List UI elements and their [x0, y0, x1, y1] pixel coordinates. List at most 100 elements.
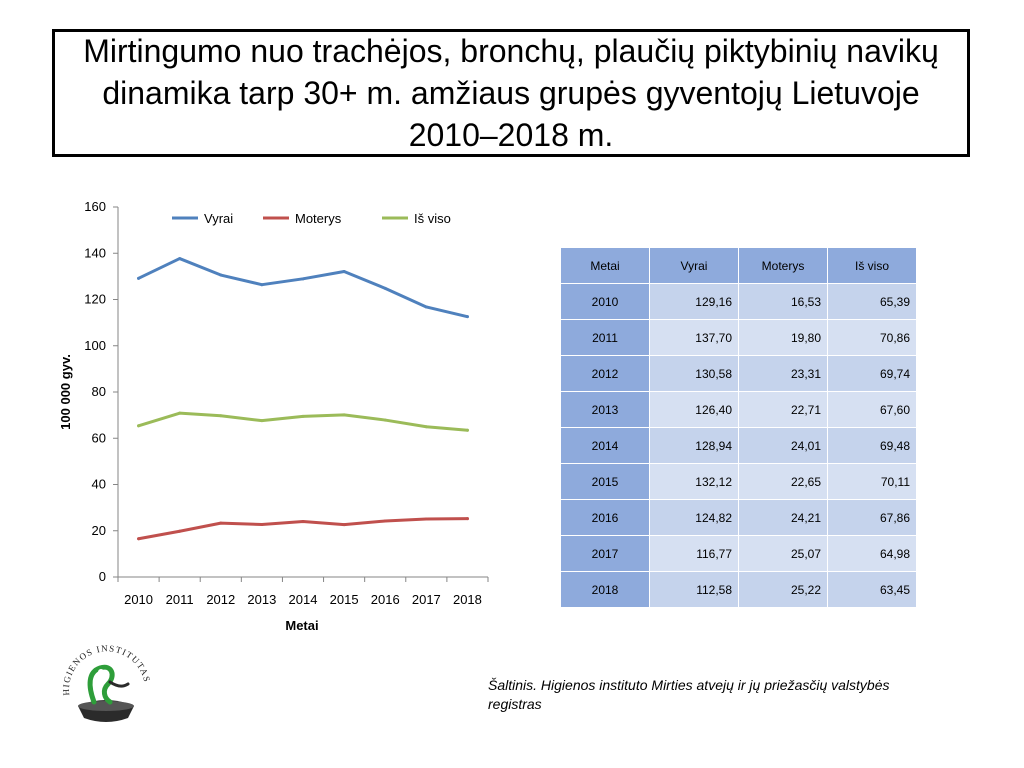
data-point: [260, 419, 264, 423]
legend-label: Moterys: [295, 211, 342, 226]
table-value-cell: 19,80: [738, 319, 828, 356]
series-group: [137, 257, 469, 541]
table-year-cell: 2017: [560, 535, 650, 572]
table-row: 2010 129,16 16,53 65,39: [560, 283, 917, 320]
x-tick-label: 2010: [124, 592, 153, 607]
table-row: 2012 130,58 23,31 69,74: [560, 355, 917, 392]
table-year-cell: 2014: [560, 427, 650, 464]
data-point: [219, 521, 223, 525]
table-row: 2018 112,58 25,22 63,45: [560, 571, 917, 608]
table-value-cell: 24,01: [738, 427, 828, 464]
table-value-cell: 112,58: [649, 571, 739, 608]
page-title: Mirtingumo nuo trachėjos, bronchų, plauč…: [83, 33, 939, 153]
data-point: [137, 537, 141, 541]
table-value-cell: 24,21: [738, 499, 828, 536]
table-value-cell: 67,60: [827, 391, 917, 428]
data-point: [424, 305, 428, 309]
table-value-cell: 132,12: [649, 463, 739, 500]
data-point: [342, 413, 346, 417]
table-body: 2010 129,16 16,53 65,39 2011 137,70 19,80 70,86…: [560, 283, 917, 608]
data-table-wrap: Metai Vyrai Moterys Iš viso 2010 129,16 16…: [560, 247, 917, 608]
data-point: [424, 517, 428, 521]
table-row: 2015 132,12 22,65 70,11: [560, 463, 917, 500]
table-value-cell: 69,48: [827, 427, 917, 464]
x-tick-label: 2015: [330, 592, 359, 607]
legend-label: Iš viso: [414, 211, 451, 226]
table-value-cell: 137,70: [649, 319, 739, 356]
table-value-cell: 70,86: [827, 319, 917, 356]
data-point: [301, 414, 305, 418]
data-point: [178, 411, 182, 415]
data-point: [178, 257, 182, 261]
data-point: [383, 418, 387, 422]
table-header-cell: Iš viso: [827, 247, 917, 284]
x-tick-label: 2018: [453, 592, 482, 607]
data-point: [301, 277, 305, 281]
table-header-cell: Metai: [560, 247, 650, 284]
y-tick-label: 60: [92, 430, 106, 445]
table-value-cell: 23,31: [738, 355, 828, 392]
table-year-cell: 2012: [560, 355, 650, 392]
legend-label: Vyrai: [204, 211, 233, 226]
table-value-cell: 16,53: [738, 283, 828, 320]
y-tick-label: 40: [92, 477, 106, 492]
table-value-cell: 124,82: [649, 499, 739, 536]
table-value-cell: 128,94: [649, 427, 739, 464]
data-point: [342, 269, 346, 273]
table-year-cell: 2011: [560, 319, 650, 356]
y-axis-label: 100 000 gyv.: [58, 354, 73, 430]
y-tick-label: 140: [84, 245, 106, 260]
table-value-cell: 22,65: [738, 463, 828, 500]
y-tick-label: 100: [84, 338, 106, 353]
table-value-cell: 130,58: [649, 355, 739, 392]
data-point: [465, 428, 469, 432]
x-axis: 2010 2011 2012 2013 2014 2015 2016 2017 2018: [117, 576, 489, 607]
data-table: Metai Vyrai Moterys Iš viso 2010 129,16 16…: [560, 247, 917, 608]
table-year-cell: 2016: [560, 499, 650, 536]
table-row: 2017 116,77 25,07 64,98: [560, 535, 917, 572]
table-value-cell: 64,98: [827, 535, 917, 572]
table-value-cell: 129,16: [649, 283, 739, 320]
table-row: 2016 124,82 24,21 67,86: [560, 499, 917, 536]
x-tick-label: 2012: [206, 592, 235, 607]
table-value-cell: 126,40: [649, 391, 739, 428]
table-year-cell: 2018: [560, 571, 650, 608]
table-value-cell: 69,74: [827, 355, 917, 392]
x-axis-label: Metai: [285, 618, 318, 633]
data-point: [137, 424, 141, 428]
table-row: 2011 137,70 19,80 70,86: [560, 319, 917, 356]
data-point: [342, 523, 346, 527]
table-value-cell: 25,22: [738, 571, 828, 608]
higienos-institutas-logo: HIGIENOS INSTITUTAS: [58, 636, 154, 737]
data-point: [301, 519, 305, 523]
data-point: [465, 315, 469, 319]
data-point: [219, 273, 223, 277]
y-axis: 0 20 40 60 80 100 120 140 160: [84, 199, 119, 584]
table-row: 2014 128,94 24,01 69,48: [560, 427, 917, 464]
table-row: 2013 126,40 22,71 67,60: [560, 391, 917, 428]
data-point: [260, 522, 264, 526]
data-point: [219, 414, 223, 418]
x-tick-label: 2017: [412, 592, 441, 607]
table-header-row: Metai Vyrai Moterys Iš viso: [560, 247, 917, 284]
data-point: [424, 425, 428, 429]
table-value-cell: 22,71: [738, 391, 828, 428]
table-header-cell: Moterys: [738, 247, 828, 284]
data-point: [137, 276, 141, 280]
table-value-cell: 70,11: [827, 463, 917, 500]
table-value-cell: 67,86: [827, 499, 917, 536]
table-value-cell: 65,39: [827, 283, 917, 320]
source-note: Šaltinis. Higienos instituto Mirties atv…: [488, 677, 890, 712]
table-year-cell: 2010: [560, 283, 650, 320]
data-point: [465, 517, 469, 521]
x-tick-label: 2011: [166, 592, 194, 607]
y-tick-label: 120: [84, 292, 106, 307]
title-box: Mirtingumo nuo trachėjos, bronchų, plauč…: [52, 29, 970, 157]
x-tick-label: 2014: [289, 592, 318, 607]
table-year-cell: 2013: [560, 391, 650, 428]
data-point: [383, 286, 387, 290]
data-point: [178, 529, 182, 533]
y-tick-label: 160: [84, 199, 106, 214]
higienos-institutas-logo-icon: HIGIENOS INSTITUTAS: [61, 643, 151, 722]
y-tick-label: 80: [92, 384, 106, 399]
